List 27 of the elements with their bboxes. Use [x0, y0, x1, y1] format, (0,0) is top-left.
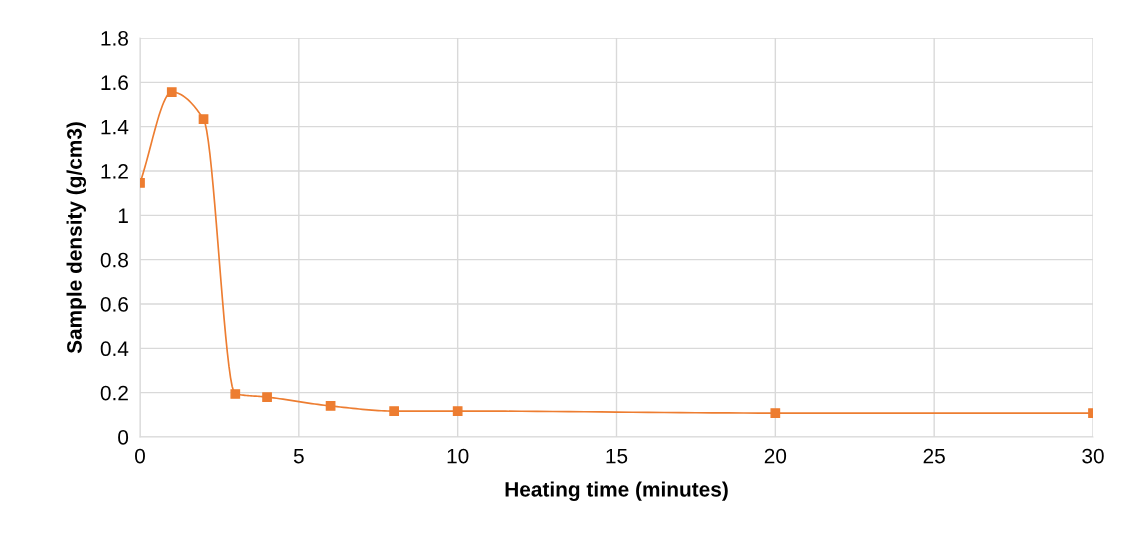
point: [452, 406, 463, 416]
y-tick-label: 1.8: [101, 31, 128, 46]
point: [325, 401, 336, 411]
y-axis-title: Sample density (g/cm3): [66, 122, 87, 354]
x-tick-label: 15: [606, 448, 628, 464]
x-axis-title: Heating time (minutes): [505, 481, 728, 501]
y-tick-label: 0.4: [100, 341, 129, 357]
x-tick-label: 30: [1082, 448, 1104, 464]
x-tick-label: 0: [135, 448, 145, 464]
x-tick-label: 5: [293, 448, 304, 464]
point: [166, 87, 177, 97]
y-tick-label: 1.2: [101, 164, 128, 179]
point: [770, 408, 781, 418]
y-tick-label: 0: [118, 430, 129, 445]
x-tick-label: 20: [764, 448, 787, 464]
y-tick-label: 0.8: [100, 252, 128, 268]
x-tick-label: 10: [447, 448, 469, 464]
point: [389, 406, 399, 416]
point: [198, 114, 209, 124]
y-tick-label: 1.6: [101, 75, 128, 91]
point: [262, 392, 272, 402]
y-tick-label: 0.2: [100, 385, 128, 401]
point: [230, 389, 241, 399]
x-tick-label: 25: [923, 448, 945, 464]
y-tick-label: 0.6: [100, 297, 128, 312]
y-tick-label: 1: [118, 208, 128, 223]
y-tick-label: 1.4: [101, 119, 129, 135]
